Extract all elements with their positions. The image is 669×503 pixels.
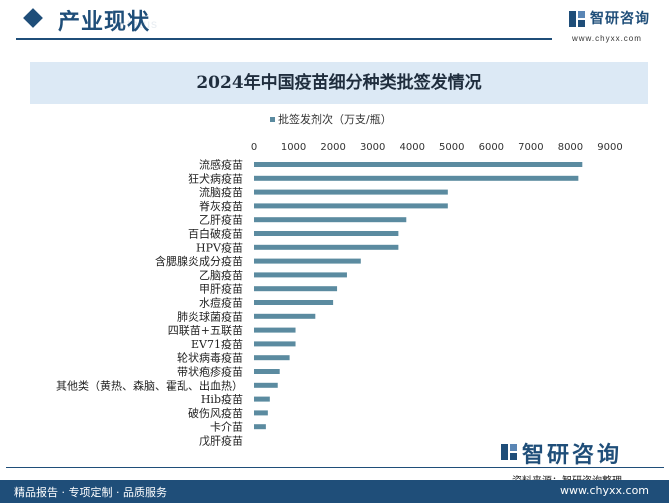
bar xyxy=(254,217,407,223)
brand-url: www.chyxx.com xyxy=(572,34,642,43)
category-label: 四联苗+五联苗 xyxy=(168,324,243,337)
category-label: 其他类（黄热、森脑、霍乱、出血热） xyxy=(56,378,243,392)
bar xyxy=(254,272,347,278)
bar xyxy=(254,244,399,250)
x-tick-label: 1000 xyxy=(281,142,306,153)
bar xyxy=(254,231,399,236)
brand-logo: 智研咨询 www.chyxx.com xyxy=(568,8,668,48)
legend-swatch xyxy=(270,117,275,122)
bar xyxy=(254,382,278,388)
category-label: 戊肝疫苗 xyxy=(199,434,243,448)
section-header: status 产业现状 智研咨询 www.chyxx.com xyxy=(0,0,669,48)
category-label: 流脑疫苗 xyxy=(199,185,243,199)
category-label: 轮状病毒疫苗 xyxy=(177,351,243,365)
bar xyxy=(254,286,338,292)
category-label: HPV疫苗 xyxy=(196,240,243,254)
x-tick-label: 7000 xyxy=(518,142,543,153)
footer-divider xyxy=(6,467,664,468)
bars xyxy=(254,162,583,430)
bar xyxy=(254,327,296,333)
y-axis-labels: 流感疫苗狂犬病疫苗流脑疫苗脊灰疫苗乙肝疫苗百白破疫苗HPV疫苗含腮腺炎成分疫苗乙… xyxy=(56,158,243,448)
bottom-brand-url: www.chyxx.com xyxy=(560,484,650,497)
x-tick-label: 5000 xyxy=(439,142,464,153)
bar xyxy=(254,203,448,209)
chart-title-band xyxy=(30,62,648,104)
x-tick-label: 8000 xyxy=(558,142,583,153)
category-label: EV71疫苗 xyxy=(191,337,243,351)
header-divider xyxy=(16,38,552,40)
bar xyxy=(254,313,316,319)
bar xyxy=(254,189,448,195)
bar xyxy=(254,355,290,361)
bar xyxy=(254,369,280,374)
chart-title: 2024年中国疫苗细分种类批签发情况 xyxy=(196,73,482,93)
chart-legend: 批签发剂次（万支/瓶） xyxy=(270,112,392,126)
footer-brand-name: 智研咨询 xyxy=(522,443,623,468)
brand-name: 智研咨询 xyxy=(590,11,650,27)
category-label: 流感疫苗 xyxy=(199,158,243,172)
category-label: 甲肝疫苗 xyxy=(199,282,243,296)
bottom-bar: 精品报告 · 专项定制 · 品质服务 www.chyxx.com xyxy=(0,480,669,503)
x-axis-ticks: 0 1000 2000 3000 4000 5000 6000 7000 8000 9000 xyxy=(251,142,623,153)
x-tick-label: 4000 xyxy=(399,142,424,153)
category-label: 乙脑疫苗 xyxy=(199,268,243,282)
category-label: 乙肝疫苗 xyxy=(199,213,243,227)
x-tick-label: 6000 xyxy=(479,142,504,153)
category-label: 破伤风疫苗 xyxy=(188,406,243,420)
category-label: 含腮腺炎成分疫苗 xyxy=(155,254,243,268)
x-tick-label: 0 xyxy=(251,142,257,153)
bar xyxy=(254,175,579,181)
category-label: Hib疫苗 xyxy=(201,392,243,406)
bottom-slogan: 精品报告 · 专项定制 · 品质服务 xyxy=(14,486,167,499)
category-label: 水痘疫苗 xyxy=(199,296,243,310)
section-subtitle: status xyxy=(120,17,159,31)
footer-brand-mark-icon xyxy=(501,444,517,460)
category-label: 肺炎球菌疫苗 xyxy=(177,309,243,323)
category-label: 卡介苗 xyxy=(210,421,243,434)
bar xyxy=(254,258,361,264)
bar xyxy=(254,341,296,347)
bar xyxy=(254,424,266,430)
category-label: 狂犬病疫苗 xyxy=(188,171,243,185)
legend-label: 批签发剂次（万支/瓶） xyxy=(278,112,392,126)
bar xyxy=(254,162,583,167)
bar xyxy=(254,410,268,416)
category-label: 脊灰疫苗 xyxy=(199,199,243,213)
section-title: 产业现状 xyxy=(58,10,151,35)
brand-mark-icon xyxy=(569,11,585,27)
x-tick-label: 3000 xyxy=(360,142,385,153)
x-tick-label: 2000 xyxy=(320,142,345,153)
category-label: 带状疱疹疫苗 xyxy=(177,365,243,379)
x-tick-label: 9000 xyxy=(597,142,622,153)
bar xyxy=(254,300,334,305)
bar xyxy=(254,396,270,402)
category-label: 百白破疫苗 xyxy=(188,227,243,241)
